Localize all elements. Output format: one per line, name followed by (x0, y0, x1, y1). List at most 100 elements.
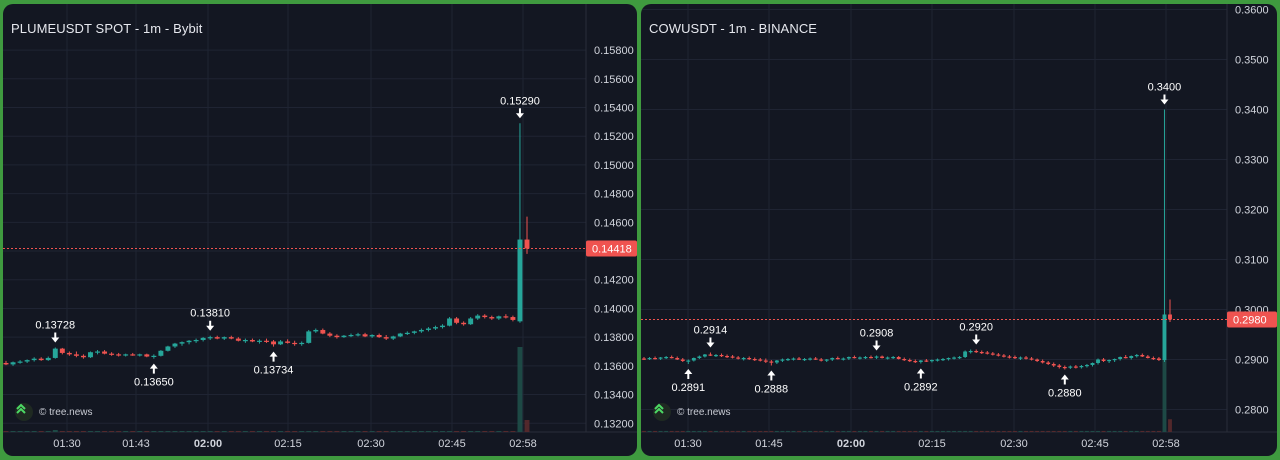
candle-body (907, 360, 912, 362)
candle-body (1145, 356, 1150, 358)
volume-bar (285, 431, 291, 432)
volume-bar (968, 430, 973, 432)
volume-bar (846, 430, 851, 432)
volume-bar (741, 430, 746, 432)
volume-bar (45, 431, 51, 432)
volume-bar (697, 430, 702, 432)
volume-bar (1040, 430, 1045, 432)
volume-bar (503, 431, 509, 432)
volume-bar (468, 431, 474, 432)
candle-body (758, 359, 763, 361)
candle-body (1096, 359, 1100, 363)
candle-body (697, 356, 702, 358)
candle-body (475, 315, 481, 319)
current-price-label: 0.14418 (592, 243, 632, 255)
candle-body (404, 332, 410, 335)
x-tick-label: 01:30 (674, 438, 702, 450)
y-tick-label: 0.3600 (1235, 5, 1269, 17)
candle-body (1162, 314, 1167, 360)
volume-bar (664, 430, 669, 432)
annotation-label: 0.13728 (35, 319, 75, 331)
y-tick-label: 0.2800 (1235, 405, 1269, 417)
volume-bar (1073, 430, 1078, 432)
candle-body (780, 359, 785, 361)
volume-bar (228, 431, 234, 432)
chart-title: COWUSDT - 1m - BINANCE (649, 21, 818, 36)
volume-bar (658, 430, 663, 432)
volume-bar (95, 431, 100, 432)
volume-bar (418, 431, 424, 432)
volume-bar (941, 430, 945, 432)
candle-body (130, 354, 136, 356)
volume-bar (863, 430, 868, 432)
annotation-label: 0.2892 (904, 382, 938, 394)
candle-body (924, 360, 929, 362)
x-tick-label: 02:15 (918, 438, 946, 450)
candle-body (658, 357, 663, 359)
candle-body (334, 335, 340, 338)
volume-bar (3, 431, 9, 432)
volume-bar (1107, 430, 1112, 432)
candle-body (306, 331, 312, 343)
volume-bar (341, 431, 347, 432)
volume-bar (952, 430, 957, 432)
candle-body (935, 359, 940, 361)
candle-body (109, 353, 115, 355)
volume-bar (642, 430, 646, 432)
candle-body (1029, 358, 1034, 360)
candle-body (341, 335, 347, 338)
candle-body (355, 334, 361, 336)
volume-bar (963, 430, 968, 432)
volume-bar (714, 430, 718, 432)
volume-bar (653, 430, 658, 432)
candle-body (686, 360, 691, 362)
volume-bar (59, 431, 65, 432)
volume-bar (675, 430, 680, 432)
volume-bar (1029, 430, 1034, 432)
volume-bar (116, 431, 122, 432)
candle-body (719, 355, 724, 357)
candle-body (952, 357, 957, 359)
y-tick-label: 0.3100 (1235, 255, 1269, 267)
candle-body (725, 356, 729, 358)
candle-body (165, 346, 171, 351)
candle-body (503, 316, 509, 318)
volume-bar (736, 430, 741, 432)
candle-body (461, 322, 467, 325)
candle-body (763, 360, 768, 362)
candle-body (736, 357, 741, 359)
volume-bar (1035, 430, 1040, 432)
candle-body (675, 358, 680, 360)
candle-body (186, 340, 192, 343)
volume-bar (1079, 430, 1084, 432)
volume-bar (1101, 430, 1106, 432)
candle-body (741, 358, 746, 360)
candle-body (941, 359, 945, 361)
candle-body (496, 316, 502, 319)
volume-bar (271, 431, 277, 432)
annotation-arrow-up-icon (684, 369, 693, 379)
volume-bar (186, 431, 192, 432)
watermark: © tree.news (15, 403, 93, 421)
volume-bar (686, 430, 691, 432)
volume-bar (935, 430, 940, 432)
candle-body (249, 340, 255, 342)
candle-body (824, 359, 829, 361)
candle-body (647, 358, 652, 360)
watermark-text: © tree.news (39, 406, 93, 418)
volume-bar (1145, 430, 1150, 432)
volume-bar (214, 431, 220, 432)
annotation-label: 0.2891 (671, 382, 705, 394)
candle-body (425, 328, 431, 330)
candle-body (874, 356, 879, 358)
candle-body (362, 334, 368, 337)
volume-bar (496, 431, 502, 432)
volume-bar (235, 431, 241, 432)
volume-bar (66, 431, 72, 432)
volume-bar (1162, 347, 1167, 432)
volume-bar (482, 431, 488, 432)
candle-body (80, 355, 86, 358)
candle-body (902, 359, 907, 361)
volume-bar (31, 431, 37, 432)
candle-body (278, 341, 284, 345)
